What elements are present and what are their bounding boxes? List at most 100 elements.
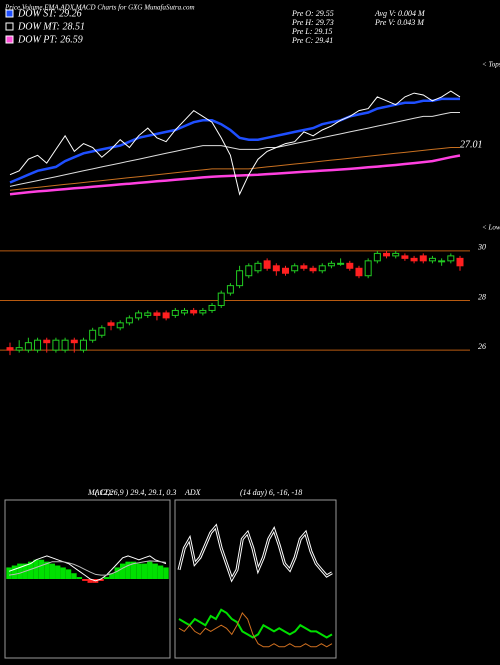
candle-body [327,262,335,267]
candle-body [52,339,60,351]
candle-body [217,292,225,306]
candle-body [373,252,381,262]
macd-line [8,555,167,582]
candle-body [364,260,372,277]
candle-body [125,317,133,324]
candle-body [144,312,152,316]
candle-body [208,304,216,311]
candle-body [6,347,14,351]
quote-value: Pre H: 29.73 [291,18,334,27]
candle-body [70,339,78,344]
legend-swatch [5,35,14,44]
candle-body [447,255,455,262]
legend-swatch [5,9,14,18]
adx-line [178,608,333,639]
candle-body [282,267,290,274]
candle-body [153,312,161,316]
histogram-bar [163,567,169,579]
legend-label: DOW ST: 29.26 [17,8,82,19]
candle-body [107,322,115,326]
candle-body [79,339,87,351]
panel-params: (14 day) 6, -16, -18 [240,488,302,497]
candle-body [410,257,418,262]
ema-line [9,90,461,196]
histogram-bar [152,563,158,579]
side-label: < Lows [482,224,500,232]
adx-line-inner [178,525,333,581]
candle-body [34,339,42,351]
histogram-bar [49,563,55,579]
candle-body [61,339,69,351]
histogram-bar [55,565,61,579]
candle-body [254,262,262,272]
histogram-bar [130,561,137,579]
panel-params: ( 12,26,9 ) 29.4, 29.1, 0.3 [95,488,176,497]
candle-body [43,339,51,344]
candle-body [263,260,271,269]
y-tick-label: 30 [477,243,486,252]
y-tick-label: 26 [478,342,486,351]
panel-label: MACD: [87,488,114,497]
histogram-bar [120,563,126,579]
candle-body [337,262,345,265]
quote-value: Avg V: 0.004 M [374,9,426,18]
candle-body [309,267,317,272]
quote-value: Pre C: 29.41 [291,36,333,45]
ema-line [9,112,460,187]
side-label: < Tops [482,61,500,69]
histogram-bar [114,567,120,579]
histogram-bar [141,563,148,579]
candle-body [199,309,207,314]
legend-label: DOW MT: 28.51 [17,21,85,32]
candle-body [438,260,446,263]
histogram-bar [38,559,45,579]
candle-body [318,265,326,272]
value-annotation: 27.01 [460,139,483,150]
candle-body [428,257,436,262]
candle-body [116,322,124,329]
histogram-bar [147,561,153,579]
macd-line [8,560,167,576]
candle-body [245,265,253,277]
candle-body [89,329,97,341]
histogram-bar [17,563,23,579]
histogram-bar [103,577,110,579]
histogram-bar [125,561,131,579]
candle-body [272,265,280,272]
histogram-bar [136,563,142,579]
candle-body [226,285,234,294]
candle-body [456,257,464,267]
candle-body [171,309,179,316]
ema-line [9,97,460,184]
candle-body [98,327,106,336]
quote-value: Pre V: 0.043 M [374,18,425,27]
histogram-bar [11,565,18,579]
candle-body [419,255,427,262]
candle-body [15,347,23,351]
candle-body [291,265,299,272]
histogram-bar [76,577,83,579]
histogram-bar [65,569,72,579]
histogram-bar [6,567,12,579]
candle-body [346,262,354,269]
candle-body [24,342,32,351]
histogram-bar [71,573,77,579]
candle-body [135,312,143,319]
candle-body [401,255,409,259]
histogram-bar [27,561,34,579]
histogram-bar [109,573,115,579]
histogram-bar [157,565,164,579]
y-tick-label: 28 [478,292,486,301]
quote-value: Pre O: 29.55 [291,9,334,18]
adx-line [178,611,333,648]
candle-body [190,309,198,314]
histogram-bar [98,579,104,581]
candle-body [162,312,170,319]
legend-swatch [5,22,14,31]
histogram-bar [87,579,93,583]
histogram-bar [33,559,39,579]
histogram-bar [82,579,88,581]
histogram-bar [60,567,66,579]
